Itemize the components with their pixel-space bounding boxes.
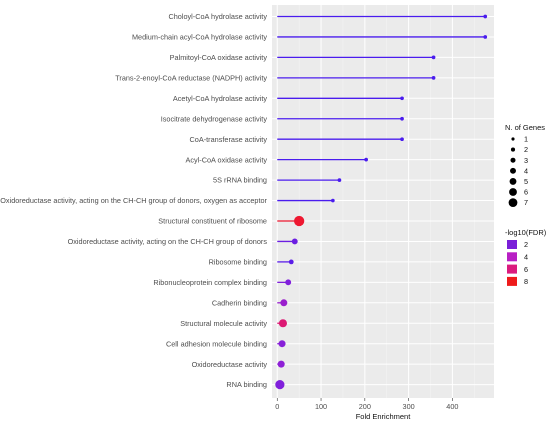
data-point <box>288 259 294 265</box>
legend-size-label: 1 <box>524 135 528 144</box>
y-tick-label: 5S rRNA binding <box>213 176 267 185</box>
data-point <box>275 380 285 390</box>
data-point <box>337 178 342 182</box>
legend-size-label: 6 <box>524 188 528 197</box>
legend-color-swatch <box>507 276 517 286</box>
legend-size-dot <box>510 167 516 174</box>
x-tick-label: 200 <box>359 402 371 411</box>
lollipop-stems <box>277 15 486 386</box>
legend-gene-count: N. of Genes 12 34 5 67 <box>505 123 545 207</box>
legend-size-label: 7 <box>524 198 528 207</box>
x-axis: 0 100 200 300 400 <box>275 398 458 411</box>
legend-color-label: 4 <box>524 253 528 262</box>
legend-size-dot <box>508 198 518 207</box>
data-point <box>291 238 298 245</box>
legend-size-dot <box>509 188 517 196</box>
y-tick-label: RNA binding <box>226 380 267 389</box>
legend-size-label: 4 <box>524 166 528 175</box>
y-tick-label: Structural constituent of ribosome <box>158 217 267 226</box>
data-point <box>280 299 288 307</box>
legend-size-dot <box>511 137 515 141</box>
x-tick-label: 0 <box>275 402 279 411</box>
y-tick-label: Oxidoreductase activity, acting on the C… <box>68 237 268 246</box>
y-tick-labels: Choloyl-CoA hydrolase activity Medium-cha… <box>0 12 267 389</box>
y-tick-label: CoA-transferase activity <box>190 135 268 144</box>
x-tick-label: 300 <box>403 402 415 411</box>
y-tick-label: Medium-chain acyl-CoA hydrolase activity <box>132 33 267 42</box>
y-tick-label: Isocitrate dehydrogenase activity <box>161 114 268 123</box>
data-point <box>331 198 335 203</box>
legend-color-swatch <box>507 252 517 262</box>
legend-color-title: -log10(FDR) <box>505 228 547 237</box>
legend-size-dot <box>510 147 516 152</box>
legend-color-label: 8 <box>524 277 528 286</box>
data-point <box>277 360 285 368</box>
legend-color-label: 2 <box>524 240 528 249</box>
legend-color-label: 6 <box>524 265 528 274</box>
y-tick-label: Trans-2-enoyl-CoA reductase (NADPH) acti… <box>115 73 267 82</box>
y-tick-label: Ribosome binding <box>209 258 267 267</box>
data-point <box>285 279 292 286</box>
legend-size-title: N. of Genes <box>505 123 545 132</box>
y-tick-label: Choloyl-CoA hydrolase activity <box>168 12 267 21</box>
y-tick-label: Cadherin binding <box>212 298 267 307</box>
data-point <box>293 215 305 227</box>
data-point <box>483 14 488 19</box>
y-tick-label: Acyl-CoA oxidase activity <box>185 155 267 164</box>
data-point <box>364 157 368 162</box>
y-tick-label: Acetyl-CoA hydrolase activity <box>173 94 267 103</box>
legend-fdr: -log10(FDR) 2 4 6 8 <box>505 228 547 286</box>
y-tick-label: Palmitoyl-CoA oxidase activity <box>170 53 268 62</box>
legend-size-dot <box>510 157 516 163</box>
plot-panel <box>272 5 494 398</box>
data-point <box>400 137 404 142</box>
legend-size-dot <box>509 177 517 185</box>
legend-color-swatch <box>507 240 517 249</box>
y-tick-label: Cell adhesion molecule binding <box>166 339 267 348</box>
data-point <box>431 76 436 80</box>
x-axis-label: Fold Enrichment <box>356 412 412 421</box>
y-tick-label: Oxidoreductase activity, acting on the C… <box>0 196 267 205</box>
legend-size-label: 5 <box>524 177 528 186</box>
data-point <box>278 340 286 348</box>
y-tick-label: Ribonucleoprotein complex binding <box>153 278 267 287</box>
data-point <box>400 96 404 101</box>
legend-color-swatch <box>507 264 517 274</box>
data-point <box>400 116 404 121</box>
data-point <box>483 35 488 39</box>
data-point <box>278 319 287 328</box>
legend-size-label: 2 <box>524 145 528 154</box>
legend-size-label: 3 <box>524 156 528 165</box>
lollipop-dots <box>275 14 488 390</box>
x-tick-label: 400 <box>446 402 458 411</box>
data-point <box>431 55 436 60</box>
y-tick-label: Oxidoreductase activity <box>192 360 268 369</box>
x-tick-label: 100 <box>315 402 327 411</box>
y-tick-label: Structural molecule activity <box>180 319 267 328</box>
